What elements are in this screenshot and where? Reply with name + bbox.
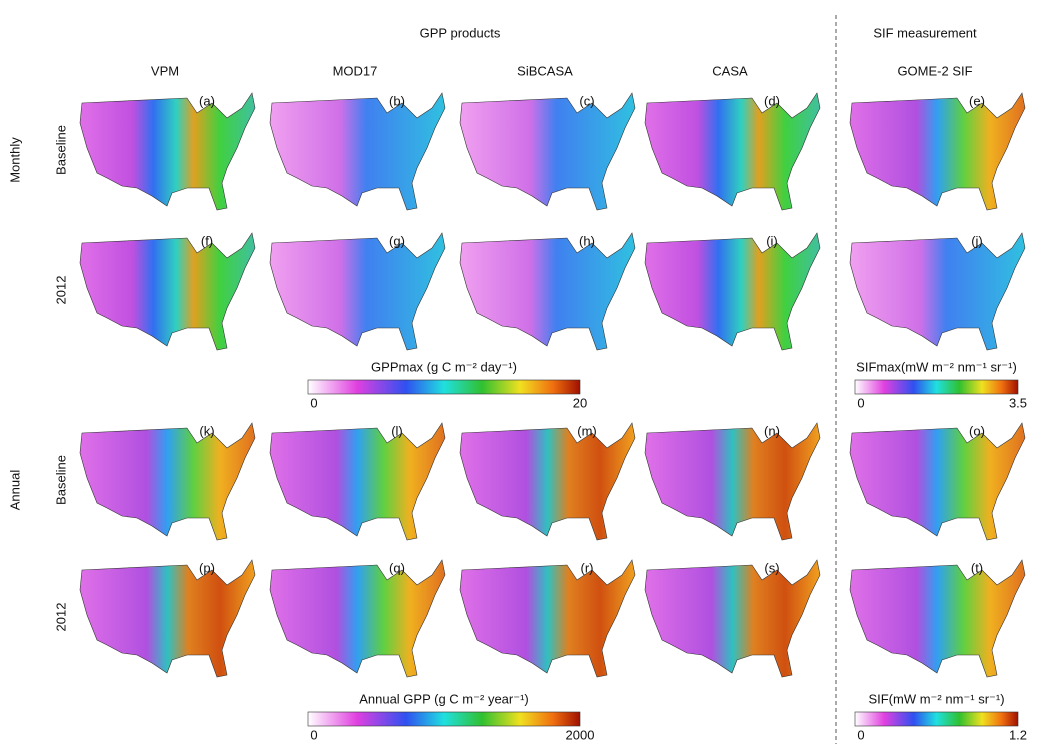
panel-label: (g) xyxy=(389,233,405,248)
map xyxy=(850,93,1025,210)
map xyxy=(270,423,445,540)
row-label: 2012 xyxy=(53,276,68,305)
map xyxy=(645,560,820,677)
panel-label: (r) xyxy=(581,560,594,575)
colorbar-max: 20 xyxy=(573,395,587,410)
row-label: Baseline xyxy=(53,455,68,505)
panel-label: (c) xyxy=(579,93,594,108)
colorbar-title: SIF(mW m⁻² nm⁻¹ sr⁻¹) xyxy=(868,691,1004,706)
column-header: CASA xyxy=(712,63,748,78)
panel-label: (k) xyxy=(199,423,214,438)
row-label: Baseline xyxy=(53,125,68,175)
colorbar-max: 1.2 xyxy=(1009,727,1027,742)
colorbar-min: 0 xyxy=(857,395,864,410)
row-group: Monthly xyxy=(7,137,22,183)
panel-label: (l) xyxy=(391,423,403,438)
map xyxy=(270,233,445,350)
map xyxy=(645,233,820,350)
map xyxy=(460,233,635,350)
colorbar-title: GPPmax (g C m⁻² day⁻¹) xyxy=(371,359,517,374)
column-header: VPM xyxy=(151,63,179,78)
colorbar-title: Annual GPP (g C m⁻² year⁻¹) xyxy=(359,691,529,706)
row-group: Annual xyxy=(7,470,22,511)
map xyxy=(850,423,1025,540)
colorbar-min: 0 xyxy=(857,727,864,742)
panel-label: (e) xyxy=(969,93,985,108)
column-header: SiBCASA xyxy=(517,63,573,78)
map xyxy=(80,423,255,540)
map xyxy=(80,233,255,350)
map xyxy=(460,423,635,540)
map xyxy=(80,93,255,210)
map xyxy=(270,560,445,677)
panel-label: (a) xyxy=(199,93,215,108)
figure: GPP products SIF measurement VPM MOD17 SiB… xyxy=(0,0,1044,744)
colorbar-title: SIFmax(mW m⁻² nm⁻¹ sr⁻¹) xyxy=(856,359,1017,374)
colorbar-min: 0 xyxy=(310,395,317,410)
colorbar xyxy=(308,712,580,726)
panel-label: (q) xyxy=(389,560,405,575)
colorbar-max: 2000 xyxy=(566,727,595,742)
header-title: SIF measurement xyxy=(873,25,977,40)
panel-label: (s) xyxy=(764,560,779,575)
map xyxy=(850,233,1025,350)
colorbar xyxy=(855,712,1018,726)
colorbar-max: 3.5 xyxy=(1009,395,1027,410)
panel-label: (f) xyxy=(201,233,213,248)
panel-label: (t) xyxy=(971,560,983,575)
panel-label: (m) xyxy=(577,423,597,438)
map xyxy=(460,560,635,677)
map xyxy=(460,93,635,210)
column-header: GOME-2 SIF xyxy=(897,63,972,78)
map xyxy=(270,93,445,210)
map xyxy=(850,560,1025,677)
panel-label: (b) xyxy=(389,93,405,108)
colorbar xyxy=(308,380,580,394)
panel-label: (p) xyxy=(199,560,215,575)
panel-label: (i) xyxy=(766,233,778,248)
map xyxy=(80,560,255,677)
map xyxy=(645,93,820,210)
colorbar xyxy=(855,380,1018,394)
panel-label: (d) xyxy=(764,93,780,108)
header-title: GPP products xyxy=(420,25,501,40)
panel-label: (h) xyxy=(579,233,595,248)
panel-label: (n) xyxy=(764,423,780,438)
panel-label: (j) xyxy=(971,233,983,248)
map xyxy=(645,423,820,540)
row-label: 2012 xyxy=(53,603,68,632)
column-header: MOD17 xyxy=(333,63,378,78)
panel-label: (o) xyxy=(969,423,985,438)
colorbar-min: 0 xyxy=(310,727,317,742)
